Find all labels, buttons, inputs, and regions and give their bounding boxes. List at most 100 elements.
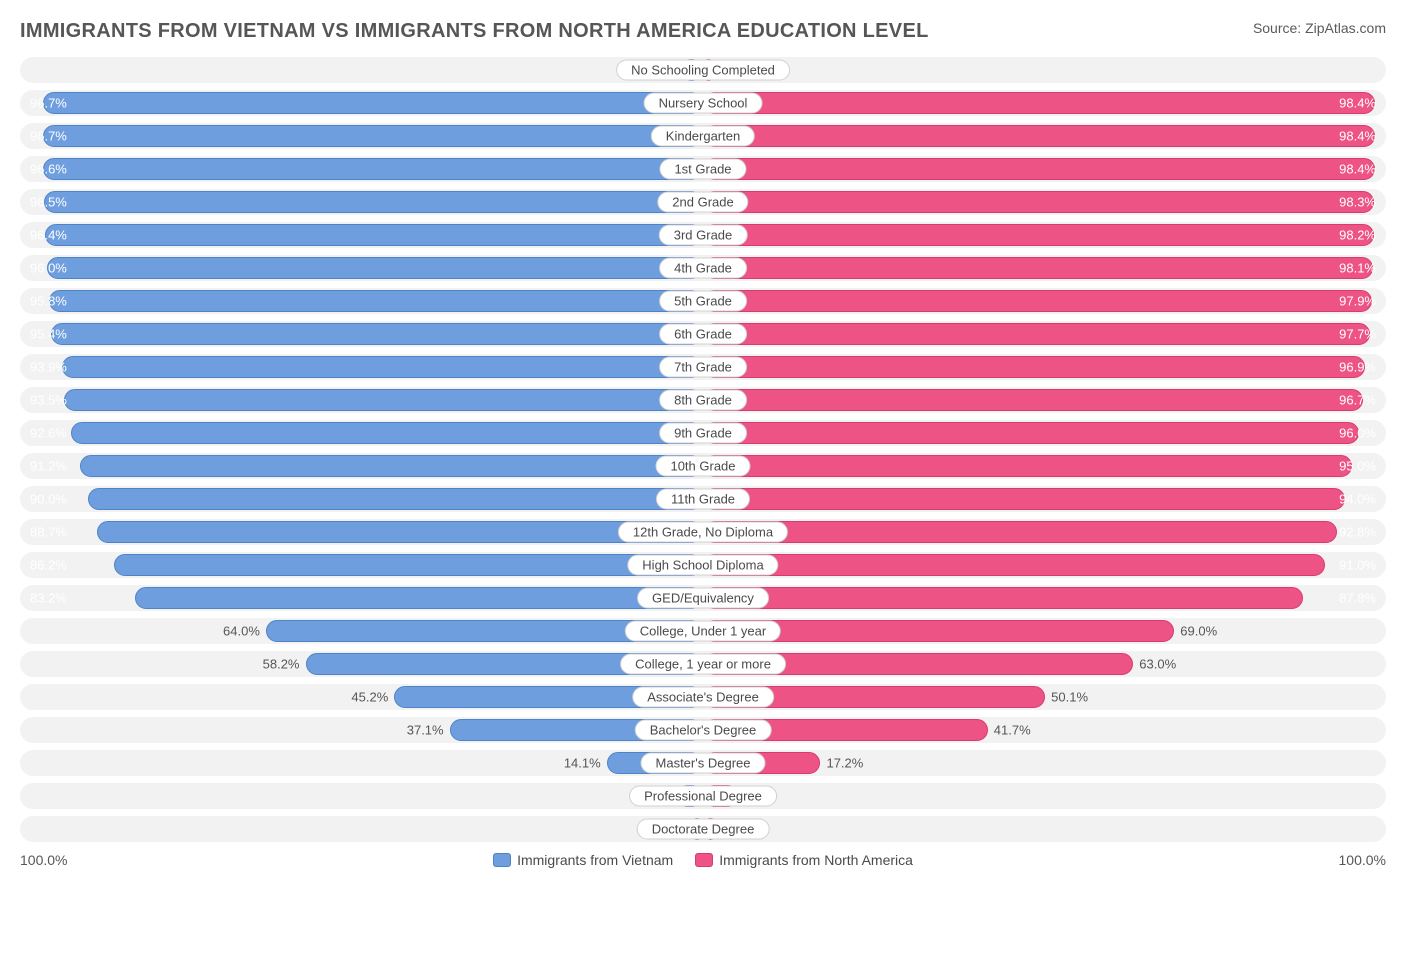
category-label: 1st Grade [659, 159, 746, 180]
value-left: 96.7% [30, 96, 67, 111]
chart-row: 96.5% 98.3% 2nd Grade [20, 189, 1386, 215]
value-left: 45.2% [351, 690, 388, 705]
chart-row: 3.3%1.6%No Schooling Completed [20, 57, 1386, 83]
value-left: 93.9% [30, 360, 67, 375]
category-label: 6th Grade [659, 324, 747, 345]
bar-right [703, 389, 1363, 411]
bar-left [71, 422, 703, 444]
legend-label-left: Immigrants from Vietnam [517, 852, 673, 868]
chart-row: 96.4% 98.2% 3rd Grade [20, 222, 1386, 248]
category-label: 4th Grade [659, 258, 747, 279]
axis-right-max: 100.0% [1339, 852, 1386, 868]
bar-left [64, 389, 703, 411]
category-label: High School Diploma [627, 555, 778, 576]
axis-left-max: 100.0% [20, 852, 67, 868]
value-left: 96.4% [30, 228, 67, 243]
bar-right [703, 422, 1359, 444]
value-left: 64.0% [223, 624, 260, 639]
category-label: Professional Degree [629, 786, 777, 807]
chart-row: 88.7% 92.8% 12th Grade, No Diploma [20, 519, 1386, 545]
bar-right [703, 158, 1375, 180]
value-right: 98.2% [1339, 228, 1376, 243]
value-right: 17.2% [826, 756, 863, 771]
value-right: 98.4% [1339, 129, 1376, 144]
category-label: 11th Grade [656, 489, 750, 510]
legend-swatch-left [493, 853, 511, 867]
category-label: 2nd Grade [657, 192, 748, 213]
value-left: 58.2% [263, 657, 300, 672]
value-left: 96.5% [30, 195, 67, 210]
category-label: Bachelor's Degree [635, 720, 772, 741]
value-left: 86.2% [30, 558, 67, 573]
value-left: 92.6% [30, 426, 67, 441]
category-label: College, Under 1 year [625, 621, 781, 642]
chart-row: 91.2%95.0%10th Grade [20, 453, 1386, 479]
category-label: 3rd Grade [659, 225, 748, 246]
category-label: GED/Equivalency [637, 588, 769, 609]
value-right: 92.8% [1339, 525, 1376, 540]
bar-right [703, 92, 1375, 114]
value-right: 96.7% [1339, 393, 1376, 408]
value-right: 63.0% [1139, 657, 1176, 672]
value-left: 88.7% [30, 525, 67, 540]
bar-left [44, 191, 703, 213]
bar-left [97, 521, 703, 543]
value-right: 87.8% [1339, 591, 1376, 606]
bar-right [703, 521, 1337, 543]
value-left: 95.8% [30, 294, 67, 309]
chart-row: 96.7%98.4%Nursery School [20, 90, 1386, 116]
chart-row: 58.2% 63.0% College, 1 year or more [20, 651, 1386, 677]
category-label: 7th Grade [659, 357, 747, 378]
value-right: 98.4% [1339, 96, 1376, 111]
value-right: 94.0% [1339, 492, 1376, 507]
chart-body: 3.3%1.6%No Schooling Completed 96.7% 98.4%… [20, 57, 1386, 842]
chart-row: 93.5%96.7%8th Grade [20, 387, 1386, 413]
bar-left [45, 224, 703, 246]
category-label: 5th Grade [659, 291, 747, 312]
value-right: 50.1% [1051, 690, 1088, 705]
category-label: Master's Degree [641, 753, 766, 774]
value-right: 98.3% [1339, 195, 1376, 210]
chart-row: 92.6% 96.0% 9th Grade [20, 420, 1386, 446]
bar-right [703, 191, 1374, 213]
chart-row: 95.8% 97.9% 5th Grade [20, 288, 1386, 314]
category-label: 9th Grade [659, 423, 747, 444]
category-label: Kindergarten [651, 126, 755, 147]
chart-row: 37.1%41.7%Bachelor's Degree [20, 717, 1386, 743]
value-right: 98.4% [1339, 162, 1376, 177]
chart-row: 45.2%50.1%Associate's Degree [20, 684, 1386, 710]
legend-swatch-right [695, 853, 713, 867]
source-label: Source: ZipAtlas.com [1253, 20, 1386, 36]
chart-row: 96.0%98.1%4th Grade [20, 255, 1386, 281]
value-right: 98.1% [1339, 261, 1376, 276]
bar-right [703, 587, 1303, 609]
value-left: 90.0% [30, 492, 67, 507]
value-left: 91.2% [30, 459, 67, 474]
bar-right [703, 290, 1372, 312]
value-right: 91.0% [1339, 558, 1376, 573]
legend-item-left: Immigrants from Vietnam [493, 852, 673, 868]
category-label: No Schooling Completed [616, 60, 790, 81]
category-label: 12th Grade, No Diploma [618, 522, 788, 543]
bar-left [135, 587, 703, 609]
value-right: 69.0% [1180, 624, 1217, 639]
value-right: 41.7% [994, 723, 1031, 738]
chart-title: IMMIGRANTS FROM VIETNAM VS IMMIGRANTS FR… [20, 20, 929, 43]
bar-right [703, 554, 1325, 576]
bar-right [703, 257, 1373, 279]
category-label: 10th Grade [655, 456, 750, 477]
value-left: 96.7% [30, 129, 67, 144]
chart-row: 1.8%2.2%Doctorate Degree [20, 816, 1386, 842]
chart-row: 96.6%98.4%1st Grade [20, 156, 1386, 182]
bar-left [51, 323, 703, 345]
category-label: College, 1 year or more [620, 654, 786, 675]
chart-row: 96.7% 98.4% Kindergarten [20, 123, 1386, 149]
value-left: 95.4% [30, 327, 67, 342]
bar-right [703, 224, 1374, 246]
bar-right [703, 488, 1345, 510]
legend-item-right: Immigrants from North America [695, 852, 913, 868]
chart-row: 64.0% 69.0% College, Under 1 year [20, 618, 1386, 644]
legend-label-right: Immigrants from North America [719, 852, 913, 868]
value-right: 96.0% [1339, 426, 1376, 441]
value-right: 97.9% [1339, 294, 1376, 309]
